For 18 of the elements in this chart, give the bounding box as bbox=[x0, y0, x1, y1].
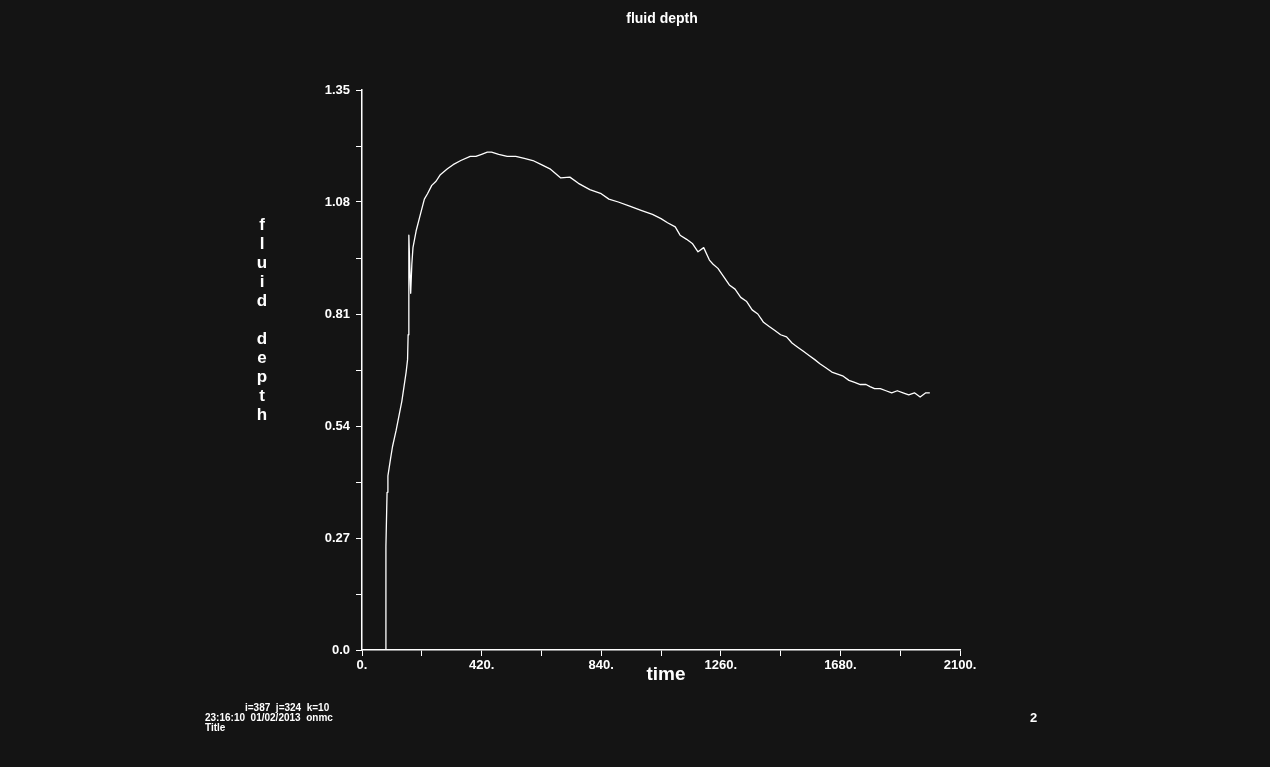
x-axis-title: time bbox=[646, 663, 686, 684]
x-tick-label: 1260. bbox=[704, 657, 738, 673]
y-tick-label: 1.35 bbox=[324, 81, 350, 97]
x-tick-label: 2100. bbox=[943, 657, 977, 673]
x-tick-label: 420. bbox=[468, 657, 495, 673]
text: i=387 j=324 k=10 bbox=[245, 702, 330, 713]
y-tick-label: 0.27 bbox=[324, 529, 350, 545]
chart-title: fluid depth bbox=[625, 10, 699, 26]
x-tick-label: 0. bbox=[356, 657, 368, 673]
x-tick-label: 1680. bbox=[824, 657, 857, 673]
y-tick-label: 0.81 bbox=[324, 305, 350, 321]
y-tick-label: 0.0 bbox=[331, 641, 350, 657]
text: Title bbox=[205, 722, 226, 733]
y-tick-label: 1.08 bbox=[324, 193, 350, 209]
text: 2 bbox=[1030, 710, 1038, 725]
y-tick-label: 0.54 bbox=[324, 417, 351, 433]
text: fluid depth bbox=[256, 215, 268, 424]
x-tick-label: 840. bbox=[588, 657, 614, 673]
